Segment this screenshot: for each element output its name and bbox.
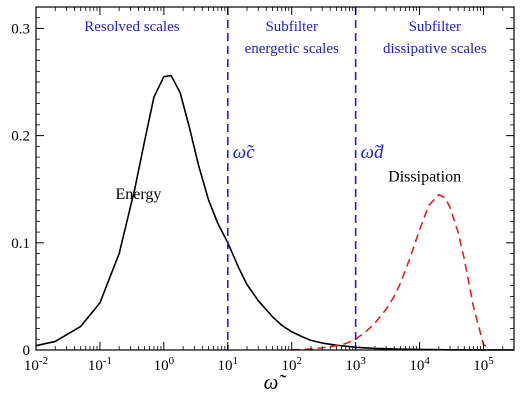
x-tick-label: 100 — [154, 355, 175, 374]
dissipation-curve — [291, 193, 492, 351]
curve-annotation: Energy — [115, 186, 161, 203]
region-label: Subfilter — [265, 19, 318, 35]
x-tick-label: 10-1 — [88, 355, 112, 374]
cutoff-lines: ω̃c ω̃d — [226, 7, 384, 350]
curves — [35, 74, 515, 351]
x-tick-label: 101 — [218, 355, 239, 374]
region-label: Resolved scales — [84, 19, 180, 35]
energy-curve — [35, 74, 515, 351]
region-labels: Resolved scales Subfilter energetic scales… — [84, 19, 487, 57]
curve-annotation: Dissipation — [388, 169, 461, 186]
annotations: Energy Dissipation — [115, 169, 461, 203]
y-tick-label: 0 — [23, 343, 31, 359]
y-tick-label: 0.3 — [11, 21, 30, 37]
y-tick-label: 0.1 — [11, 236, 30, 252]
x-tick-label: 103 — [345, 355, 366, 374]
cutoff-label: ω̃c — [233, 142, 255, 163]
region-label: Subfilter — [409, 19, 462, 35]
region-label: dissipative scales — [383, 41, 487, 57]
x-tick-label: 102 — [281, 355, 302, 374]
y-tick-label: 0.2 — [11, 129, 30, 145]
cutoff-label: ω̃d — [361, 142, 384, 163]
region-label: energetic scales — [245, 41, 339, 57]
x-tick-label: 105 — [473, 355, 494, 374]
x-tick-label: 104 — [409, 355, 430, 374]
